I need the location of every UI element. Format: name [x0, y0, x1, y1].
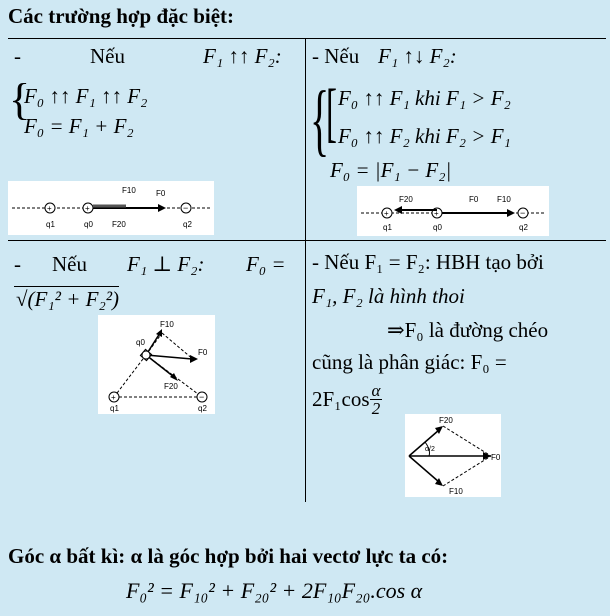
label-f20: F20 [439, 416, 453, 425]
table-middle-border [8, 240, 606, 241]
arbitrary-angle-heading: Góc α bất kì: α là góc hợp bởi hai vectơ… [8, 544, 449, 568]
neu-label: Nếu [90, 44, 125, 68]
label-f20: F20 [164, 382, 178, 391]
figure-perpendicular: + − F10 q0 F0 F20 q1 q2 [98, 315, 215, 414]
figure-rhombus: F20 α/2 F0 F10 [405, 414, 501, 497]
svg-text:+: + [111, 393, 116, 402]
label-f0: F0 [491, 453, 501, 462]
system-line-2: F₀ = F₁ + F₂ [24, 114, 134, 138]
page-title: Các trường hợp đặc biệt: [8, 4, 235, 28]
table-column-divider [305, 38, 306, 502]
neu-label: Nếu [52, 252, 87, 276]
condition-antiparallel: F₁ ↑↓ F₂: [378, 44, 457, 68]
dash: - [14, 252, 21, 276]
label-f10: F10 [497, 195, 511, 204]
svg-text:+: + [434, 209, 439, 218]
root-expression: √(F₁² + F₂²) [14, 286, 120, 311]
label-f0: F0 [198, 348, 208, 357]
label-q0: q0 [84, 220, 93, 229]
label-f10: F10 [160, 320, 174, 329]
system-line-2: F₀ ↑↑ F₂ khi F₂ > F₁ [338, 124, 511, 148]
system-bracket: [ [326, 76, 337, 149]
alpha-over-two: α 2 [369, 381, 383, 418]
figure-opposite-direction: + + − F20 F0 F10 q1 q0 q2 [357, 186, 549, 236]
label-f20: F20 [112, 220, 126, 229]
label-f10: F10 [122, 186, 136, 195]
table-top-border [8, 38, 606, 39]
f0-equals: F₀ = [246, 252, 286, 276]
system-line-1: F₀ ↑↑ F₁ ↑↑ F₂ [24, 84, 148, 108]
lead-label: - Nếu [312, 44, 360, 68]
label-q1: q1 [383, 223, 392, 232]
label-q2: q2 [519, 223, 528, 232]
label-alpha-half: α/2 [425, 446, 435, 453]
label-q0: q0 [433, 223, 442, 232]
label-q1: q1 [46, 220, 55, 229]
rhombus-line-3: ⇒F₀ là đường chéo [387, 318, 549, 342]
general-formula: F₀² = F₁₀² + F₂₀² + 2F₁₀F₂₀.cos α [126, 578, 423, 603]
formula-2f1cos: 2F₁cos [312, 387, 370, 412]
label-q0: q0 [136, 338, 145, 347]
system-brace: { [9, 75, 31, 124]
svg-text:+: + [384, 209, 389, 218]
svg-text:+: + [47, 204, 52, 213]
label-q1: q1 [110, 404, 119, 413]
label-q2: q2 [198, 404, 207, 413]
label-f0: F0 [156, 189, 166, 198]
rhombus-line-2: F₁, F₂ là hình thoi [312, 284, 465, 308]
label-q2: q2 [183, 220, 192, 229]
label-f20: F20 [399, 195, 413, 204]
svg-text:−: − [520, 208, 525, 218]
frac-numerator: α [369, 381, 383, 400]
dash: - [14, 44, 21, 68]
svg-text:−: − [199, 392, 204, 402]
label-f0: F0 [469, 195, 479, 204]
system-line-1: F₀ ↑↑ F₁ khi F₁ > F₂ [338, 86, 511, 110]
system-line-3: F₀ = |F₁ − F₂| [330, 158, 452, 182]
rhombus-line-4: cũng là phân giác: F₀ = [312, 350, 507, 374]
frac-denominator: 2 [371, 399, 381, 418]
rhombus-line-1: - Nếu F₁ = F₂: HBH tạo bởi [312, 250, 544, 274]
rhombus-line-5: 2F₁cos α 2 [312, 381, 383, 418]
condition-perpendicular: F₁ ⊥ F₂: [127, 252, 205, 276]
figure-same-direction: + + − F10 F0 F20 q1 q0 q2 [8, 181, 214, 235]
condition-parallel: F₁ ↑↑ F₂: [203, 44, 282, 68]
svg-text:+: + [85, 204, 90, 213]
label-f10: F10 [449, 487, 463, 496]
svg-text:−: − [183, 203, 188, 213]
system-brace: { [310, 76, 330, 164]
